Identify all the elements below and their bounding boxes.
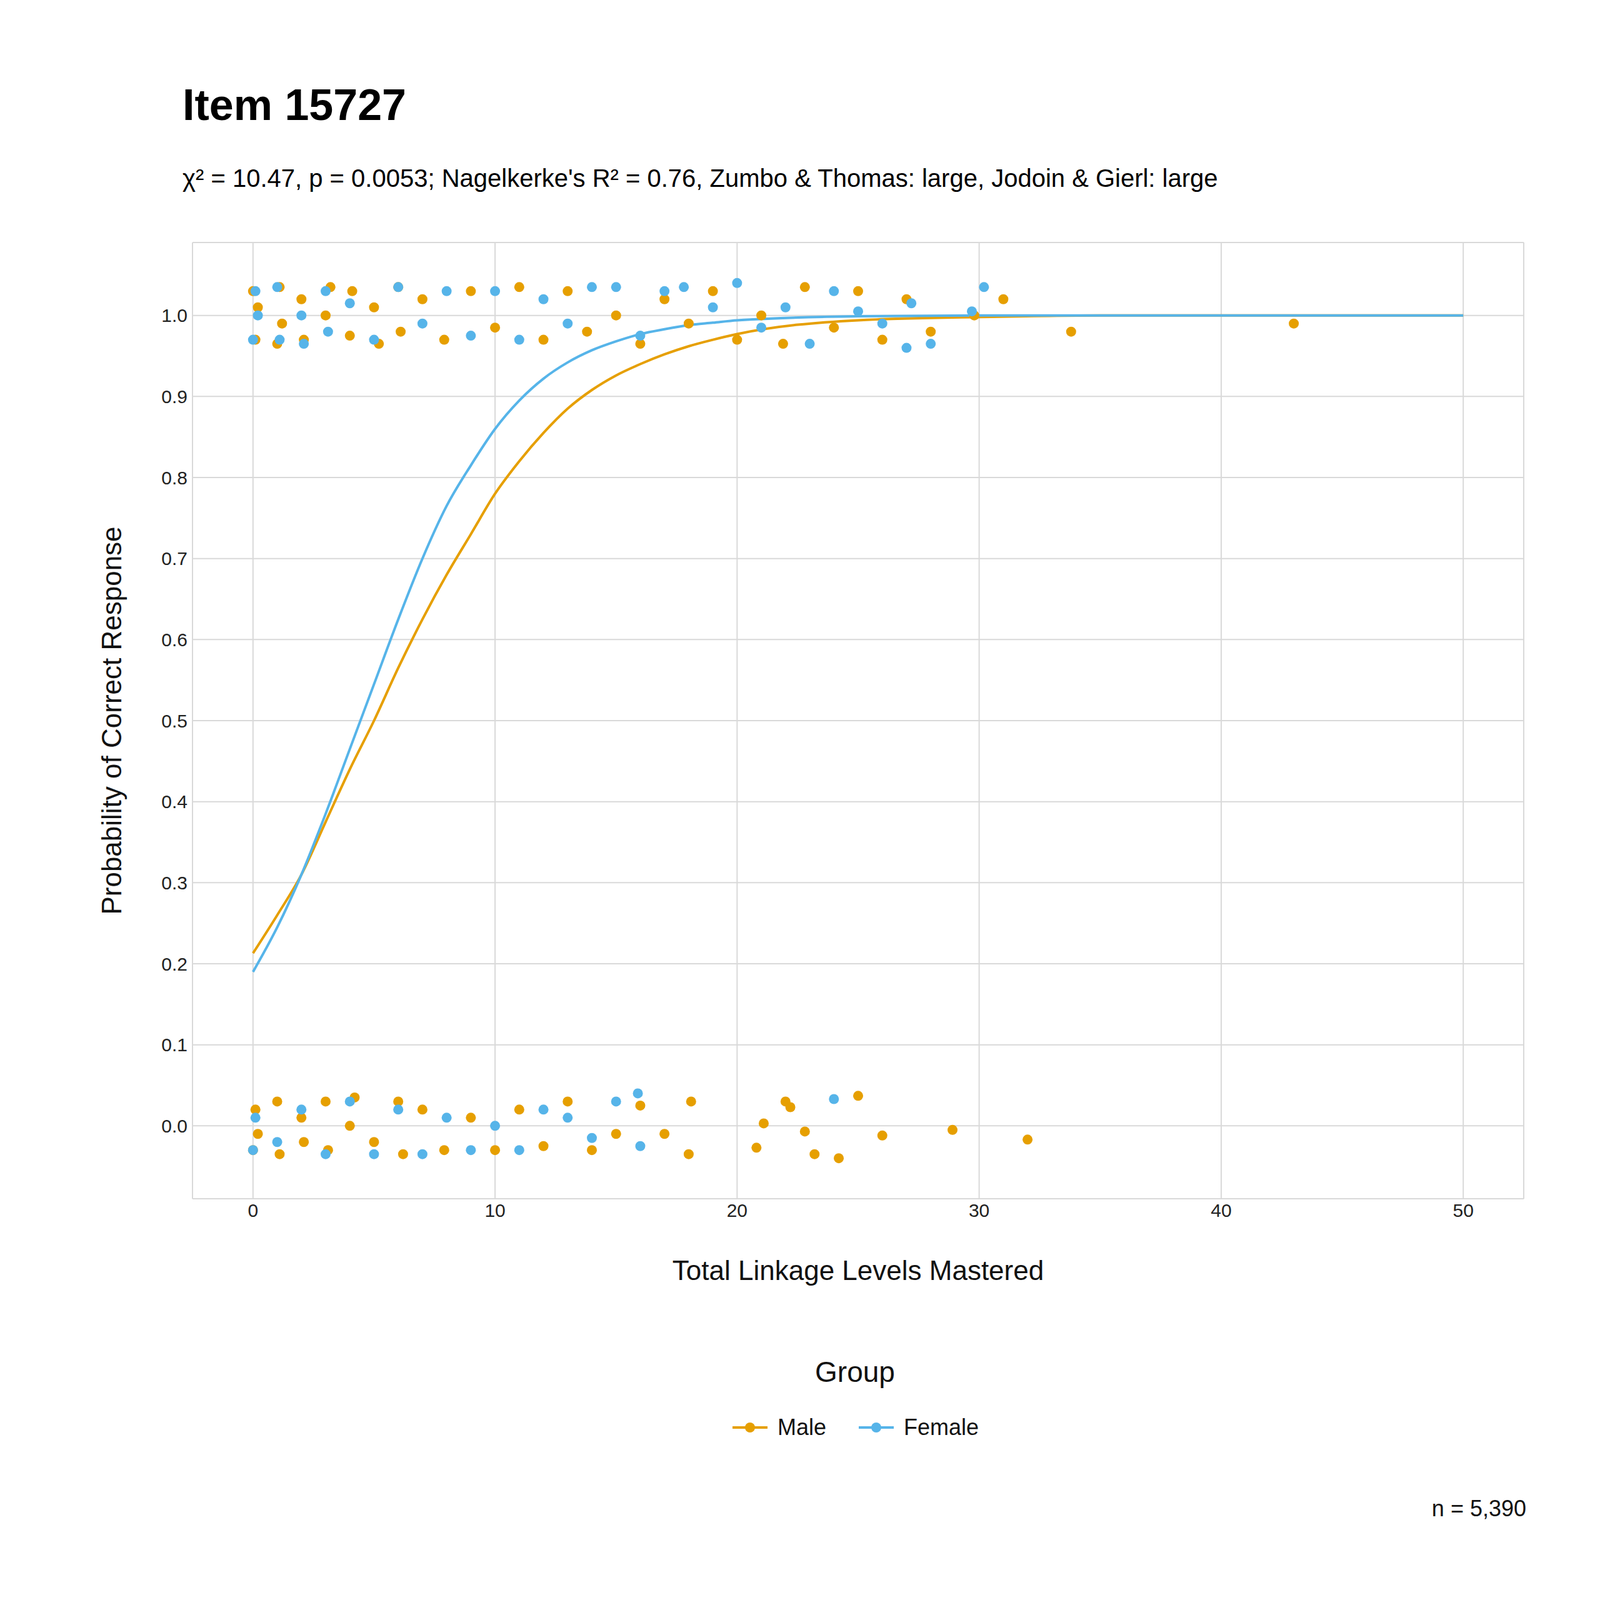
html-text:Female: Female: [903, 1414, 979, 1440]
svg-text:0.4: 0.4: [161, 791, 188, 812]
svg-text:Probability of Correct Respons: Probability of Correct Response: [96, 526, 127, 915]
svg-text:30: 30: [968, 1200, 990, 1221]
svg-text:Total Linkage Levels Mastered: Total Linkage Levels Mastered: [672, 1255, 1044, 1286]
svg-text:0.5: 0.5: [161, 710, 188, 732]
svg-text:0.0: 0.0: [161, 1115, 188, 1137]
svg-text:20: 20: [726, 1200, 748, 1221]
html-text:χ² = 10.47, p = 0.0053; Nagelk: χ² = 10.47, p = 0.0053; Nagelkerke's R² …: [182, 164, 1218, 192]
svg-text:50: 50: [1452, 1200, 1474, 1221]
svg-text:1.0: 1.0: [161, 305, 188, 326]
svg-text:0.2: 0.2: [161, 953, 188, 975]
svg-text:0: 0: [247, 1200, 259, 1221]
svg-text:0.7: 0.7: [161, 548, 188, 569]
svg-text:40: 40: [1210, 1200, 1232, 1221]
svg-text:0.1: 0.1: [161, 1034, 188, 1055]
svg-text:10: 10: [484, 1200, 505, 1221]
html-text:Item 15727: Item 15727: [182, 80, 407, 130]
svg-text:0.8: 0.8: [161, 467, 188, 489]
html-text:n = 5,390: n = 5,390: [1431, 1495, 1527, 1522]
html-text:Group: Group: [815, 1355, 895, 1389]
svg-text:0.9: 0.9: [161, 386, 188, 407]
html-text:Male: Male: [777, 1414, 827, 1440]
svg-text:0.3: 0.3: [161, 872, 188, 894]
svg-text:0.6: 0.6: [161, 629, 188, 650]
